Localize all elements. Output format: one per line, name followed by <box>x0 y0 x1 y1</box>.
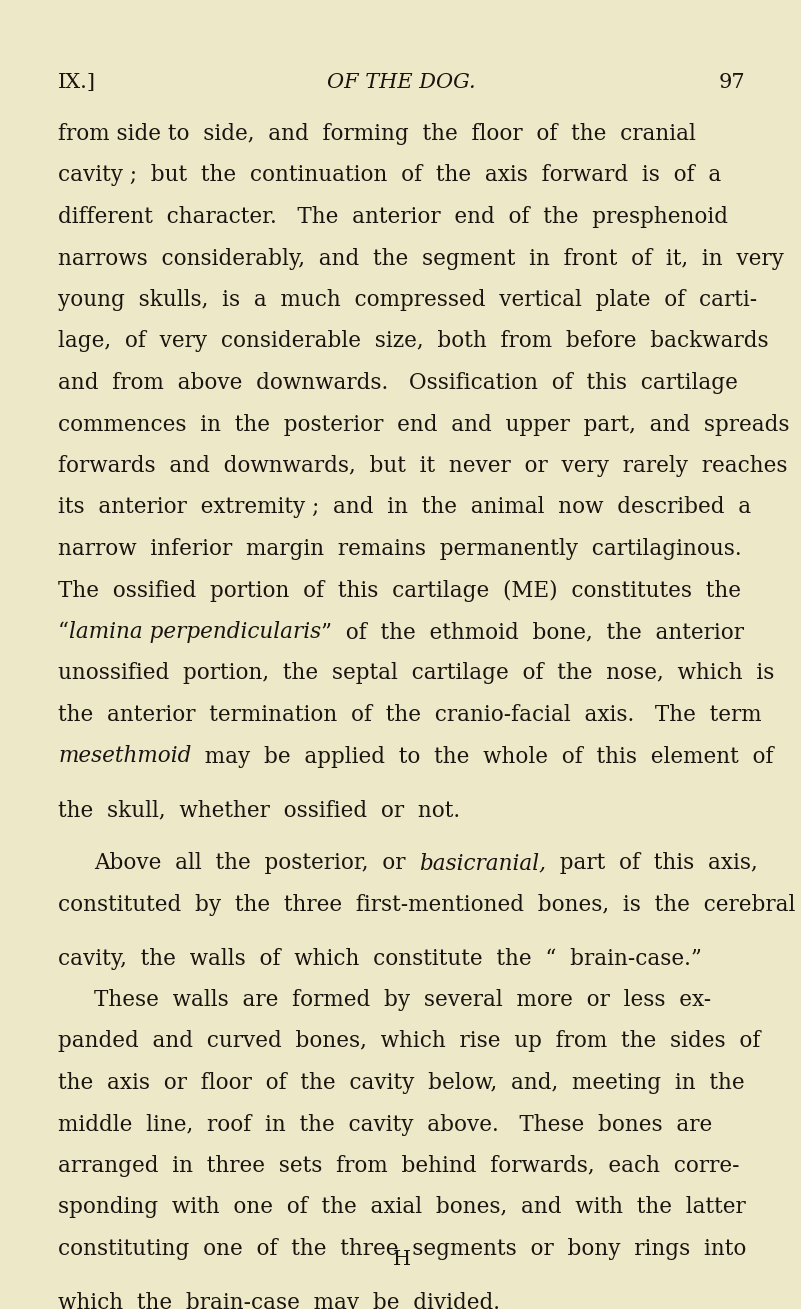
Text: different  character.   The  anterior  end  of  the  presphenoid: different character. The anterior end of… <box>58 206 728 228</box>
Text: young  skulls,  is  a  much  compressed  vertical  plate  of  carti-: young skulls, is a much compressed verti… <box>58 289 757 312</box>
Text: the  axis  or  floor  of  the  cavity  below,  and,  meeting  in  the: the axis or floor of the cavity below, a… <box>58 1072 745 1094</box>
Text: ”  of  the  ethmoid  bone,  the  anterior: ” of the ethmoid bone, the anterior <box>321 620 744 643</box>
Text: “: “ <box>58 620 69 643</box>
Text: cavity,  the  walls  of  which  constitute  the  “  brain-case.”: cavity, the walls of which constitute th… <box>58 948 702 970</box>
Text: narrow  inferior  margin  remains  permanently  cartilaginous.: narrow inferior margin remains permanent… <box>58 538 742 560</box>
Text: lamina perpendicularis: lamina perpendicularis <box>69 620 321 643</box>
Text: middle  line,  roof  in  the  cavity  above.   These  bones  are: middle line, roof in the cavity above. T… <box>58 1114 712 1135</box>
Text: the  skull,  whether  ossified  or  not.: the skull, whether ossified or not. <box>58 798 460 821</box>
Text: the  anterior  termination  of  the  cranio-facial  axis.   The  term: the anterior termination of the cranio-f… <box>58 704 762 726</box>
Text: sponding  with  one  of  the  axial  bones,  and  with  the  latter: sponding with one of the axial bones, an… <box>58 1196 746 1219</box>
Text: The  ossified  portion  of  this  cartilage  (ME)  constitutes  the: The ossified portion of this cartilage (… <box>58 580 741 602</box>
Text: lage,  of  very  considerable  size,  both  from  before  backwards: lage, of very considerable size, both fr… <box>58 330 769 352</box>
Text: OF THE DOG.: OF THE DOG. <box>327 73 476 92</box>
Text: may  be  applied  to  the  whole  of  this  element  of: may be applied to the whole of this elem… <box>191 746 774 767</box>
Text: forwards  and  downwards,  but  it  never  or  very  rarely  reaches: forwards and downwards, but it never or … <box>58 456 787 476</box>
Text: commences  in  the  posterior  end  and  upper  part,  and  spreads: commences in the posterior end and upper… <box>58 414 790 436</box>
Text: which  the  brain-case  may  be  divided.: which the brain-case may be divided. <box>58 1292 500 1309</box>
Text: basicranial,: basicranial, <box>419 852 546 874</box>
Text: its  anterior  extremity ;  and  in  the  animal  now  described  a: its anterior extremity ; and in the anim… <box>58 496 751 518</box>
Text: Above  all  the  posterior,  or: Above all the posterior, or <box>94 852 419 874</box>
Text: from side to  side,  and  forming  the  floor  of  the  cranial: from side to side, and forming the floor… <box>58 123 696 145</box>
Text: unossified  portion,  the  septal  cartilage  of  the  nose,  which  is: unossified portion, the septal cartilage… <box>58 662 775 685</box>
Text: constituting  one  of  the  three  segments  or  bony  rings  into: constituting one of the three segments o… <box>58 1238 747 1261</box>
Text: arranged  in  three  sets  from  behind  forwards,  each  corre-: arranged in three sets from behind forwa… <box>58 1155 739 1177</box>
Text: cavity ;  but  the  continuation  of  the  axis  forward  is  of  a: cavity ; but the continuation of the axi… <box>58 165 721 186</box>
Text: narrows  considerably,  and  the  segment  in  front  of  it,  in  very: narrows considerably, and the segment in… <box>58 247 784 270</box>
Text: part  of  this  axis,: part of this axis, <box>546 852 758 874</box>
Text: 97: 97 <box>718 73 745 92</box>
Text: IX.]: IX.] <box>58 73 96 92</box>
Text: These  walls  are  formed  by  several  more  or  less  ex-: These walls are formed by several more o… <box>94 990 711 1011</box>
Text: and  from  above  downwards.   Ossification  of  this  cartilage: and from above downwards. Ossification o… <box>58 372 738 394</box>
Text: H: H <box>392 1250 411 1268</box>
Text: panded  and  curved  bones,  which  rise  up  from  the  sides  of: panded and curved bones, which rise up f… <box>58 1030 760 1052</box>
Text: constituted  by  the  three  first-mentioned  bones,  is  the  cerebral: constituted by the three first-mentioned… <box>58 894 795 916</box>
Text: mesethmoid: mesethmoid <box>58 746 191 767</box>
